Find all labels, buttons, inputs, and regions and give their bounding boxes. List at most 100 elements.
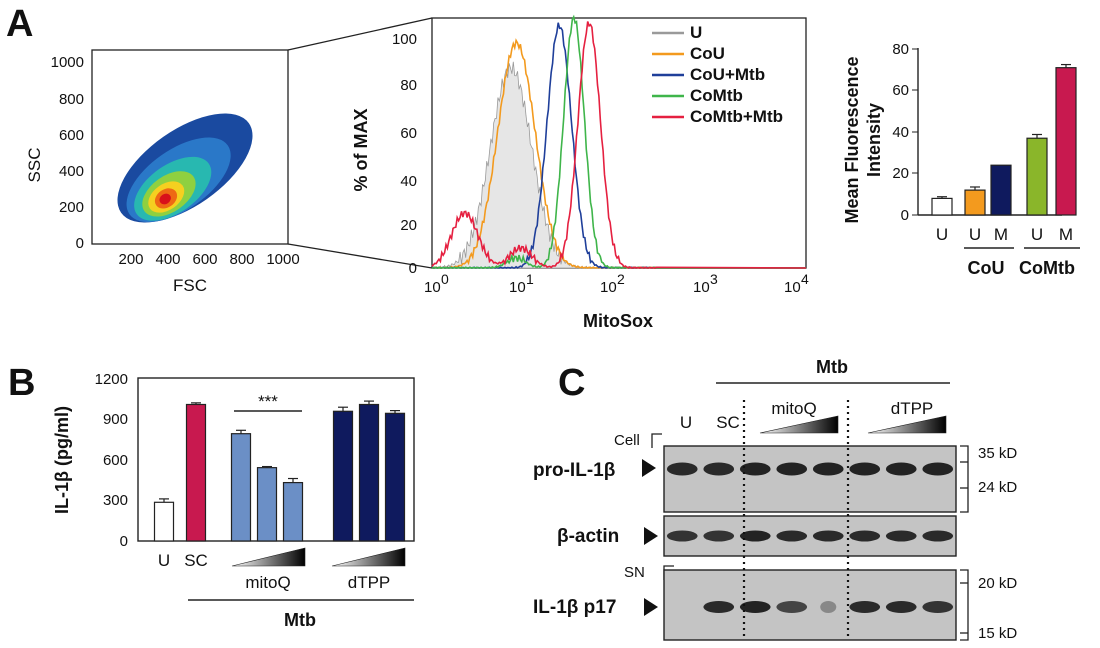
scatter-xtick: 800 bbox=[229, 251, 254, 268]
wb-band bbox=[703, 530, 735, 542]
scatter-y-ticks: 0 200 400 600 800 1000 bbox=[51, 54, 84, 252]
wb-band bbox=[922, 601, 954, 613]
western-blot: Mtb U SC mitoQ dTPP Cell SN pro-IL-1β β-… bbox=[533, 357, 1017, 642]
svg-text:1: 1 bbox=[526, 271, 534, 287]
il1b-bars bbox=[153, 400, 406, 542]
wb-lane-u: U bbox=[680, 413, 692, 432]
il1b-bar bbox=[282, 481, 304, 542]
il1b-ylabel: IL-1β (pg/ml) bbox=[52, 406, 72, 514]
svg-text:10: 10 bbox=[784, 279, 801, 296]
wb-label-actin: β-actin bbox=[557, 526, 619, 547]
wb-band bbox=[703, 601, 735, 613]
mfi-bar-label: U bbox=[936, 225, 948, 244]
wb-band bbox=[703, 462, 735, 476]
mfi-bar bbox=[990, 164, 1012, 216]
histogram-x-ticks: 10 0 10 1 10 2 10 3 10 4 bbox=[424, 271, 809, 296]
il1b-ytick: 0 bbox=[120, 533, 128, 550]
il1b-bar bbox=[153, 501, 175, 542]
histo-curve-u bbox=[431, 61, 806, 269]
wb-band bbox=[885, 530, 917, 542]
mfi-bar bbox=[1026, 137, 1048, 216]
scatter-xtick: 200 bbox=[118, 251, 143, 268]
il1b-ytick: 300 bbox=[103, 492, 128, 509]
il1b-xlabel-sc: SC bbox=[184, 551, 208, 570]
mfi-group-comtb: CoMtb bbox=[1019, 258, 1075, 278]
il1b-mitoq-label: mitoQ bbox=[245, 573, 290, 592]
panel-label-c: C bbox=[558, 362, 585, 404]
svg-text:10: 10 bbox=[693, 279, 710, 296]
scatter-ytick: 200 bbox=[59, 199, 84, 216]
wb-strip bbox=[663, 445, 957, 513]
mfi-ytick: 20 bbox=[892, 165, 909, 182]
mfi-bar-label: M bbox=[994, 225, 1008, 244]
zoom-line-top bbox=[287, 17, 433, 51]
histogram-legend: U CoU CoU+Mtb CoMtb CoMtb+Mtb bbox=[652, 23, 783, 126]
panel-label-a: A bbox=[6, 3, 33, 45]
il1b-bar bbox=[384, 412, 406, 542]
mfi-ylabel-line2: Intensity bbox=[864, 103, 884, 177]
histogram-plot: U CoU CoU+Mtb CoMtb CoMtb+Mtb 0 20 40 60 80 … bbox=[351, 14, 809, 331]
histo-ytick: 0 bbox=[409, 260, 417, 277]
histo-curve-comtb-mtb bbox=[431, 21, 807, 269]
il1b-bar bbox=[358, 403, 380, 542]
wb-band bbox=[922, 462, 954, 476]
wb-arrow bbox=[644, 527, 658, 545]
svg-text:0: 0 bbox=[441, 271, 449, 287]
histogram-curves bbox=[431, 14, 807, 269]
svg-text:10: 10 bbox=[424, 279, 441, 296]
wb-dtpp-wedge bbox=[867, 415, 947, 434]
wb-band bbox=[739, 601, 771, 613]
mfi-bar bbox=[1055, 67, 1077, 216]
mitoq-dose-wedge bbox=[231, 547, 306, 567]
wb-mw-20: 20 kD bbox=[978, 575, 1017, 592]
mfi-ytick: 60 bbox=[892, 82, 909, 99]
mfi-chart: 0 20 40 60 80 U U M U M CoU CoMtb Mean F… bbox=[842, 41, 1080, 278]
wb-band bbox=[666, 462, 698, 476]
histo-ytick: 100 bbox=[392, 31, 417, 48]
wb-band bbox=[849, 462, 881, 476]
scatter-ytick: 1000 bbox=[51, 54, 84, 71]
histo-xtick: 10 4 bbox=[784, 271, 809, 296]
wb-band bbox=[776, 462, 808, 476]
histogram-y-ticks: 0 20 40 60 80 100 bbox=[392, 31, 417, 277]
mfi-y-ticks: 0 20 40 60 80 bbox=[892, 41, 918, 224]
mfi-bar-labels: U U M U M bbox=[936, 225, 1073, 244]
legend-label: CoMtb+Mtb bbox=[690, 107, 783, 126]
il1b-ytick: 1200 bbox=[95, 371, 128, 388]
wb-band bbox=[739, 462, 771, 476]
il1b-dtpp-label: dTPP bbox=[348, 573, 391, 592]
wb-label-p17: IL-1β p17 bbox=[533, 597, 616, 618]
scatter-x-ticks: 200 400 600 800 1000 bbox=[118, 251, 299, 268]
histo-ytick: 20 bbox=[400, 217, 417, 234]
histo-ytick: 60 bbox=[400, 125, 417, 142]
scatter-xlabel: FSC bbox=[173, 276, 207, 295]
legend-label: CoMtb bbox=[690, 86, 743, 105]
wb-band bbox=[885, 462, 917, 476]
mfi-bar-label: U bbox=[1031, 225, 1043, 244]
scatter-xtick: 1000 bbox=[266, 251, 299, 268]
wb-mitoq-label: mitoQ bbox=[771, 399, 816, 418]
mfi-ylabel-line1: Mean Fluorescence bbox=[842, 56, 862, 223]
wb-band bbox=[776, 601, 808, 613]
mfi-bar bbox=[931, 197, 953, 216]
mfi-bars bbox=[931, 63, 1077, 216]
svg-text:4: 4 bbox=[801, 271, 809, 287]
wb-mitoq-wedge bbox=[759, 415, 839, 434]
scatter-ytick: 400 bbox=[59, 163, 84, 180]
il1b-significance: *** bbox=[258, 392, 278, 411]
svg-text:2: 2 bbox=[617, 271, 625, 287]
wb-band bbox=[922, 530, 954, 542]
wb-blots bbox=[663, 400, 957, 641]
svg-text:3: 3 bbox=[710, 271, 718, 287]
histo-xlabel: MitoSox bbox=[583, 311, 653, 331]
legend-label: U bbox=[690, 23, 702, 42]
scatter-ylabel: SSC bbox=[25, 148, 44, 183]
wb-group-mtb: Mtb bbox=[816, 357, 848, 377]
mfi-bar-label: U bbox=[969, 225, 981, 244]
legend-label: CoU+Mtb bbox=[690, 65, 765, 84]
wb-arrow bbox=[642, 459, 656, 477]
wb-mw-24: 24 kD bbox=[978, 479, 1017, 496]
il1b-y-ticks: 0 300 600 900 1200 bbox=[95, 371, 128, 550]
il1b-chart: 0 300 600 900 1200 *** U SC mitoQ dTPP M… bbox=[52, 371, 415, 630]
wb-lane-sc: SC bbox=[716, 413, 740, 432]
